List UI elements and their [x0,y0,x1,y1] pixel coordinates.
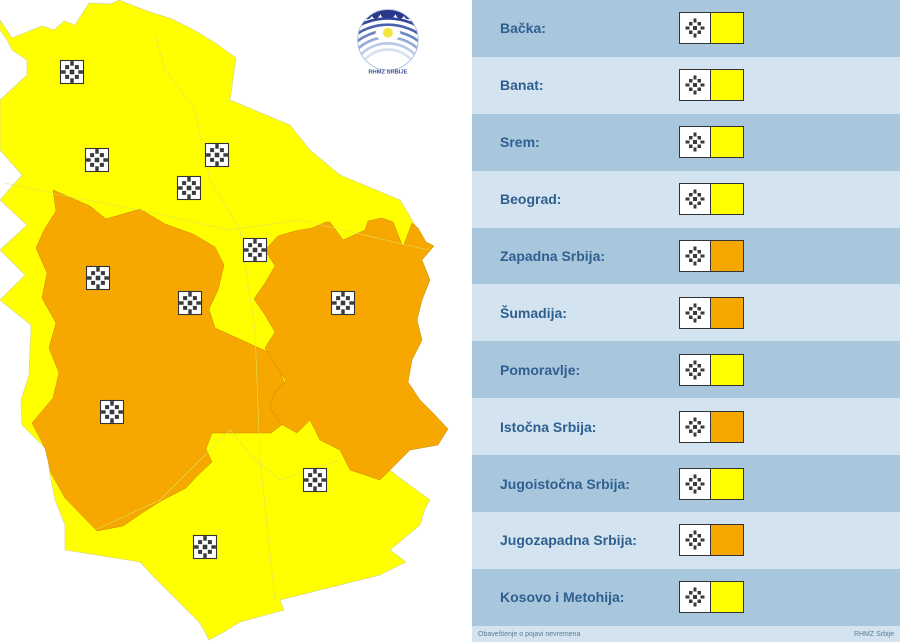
svg-text:RHMZ SRBIJE: RHMZ SRBIJE [368,70,407,76]
